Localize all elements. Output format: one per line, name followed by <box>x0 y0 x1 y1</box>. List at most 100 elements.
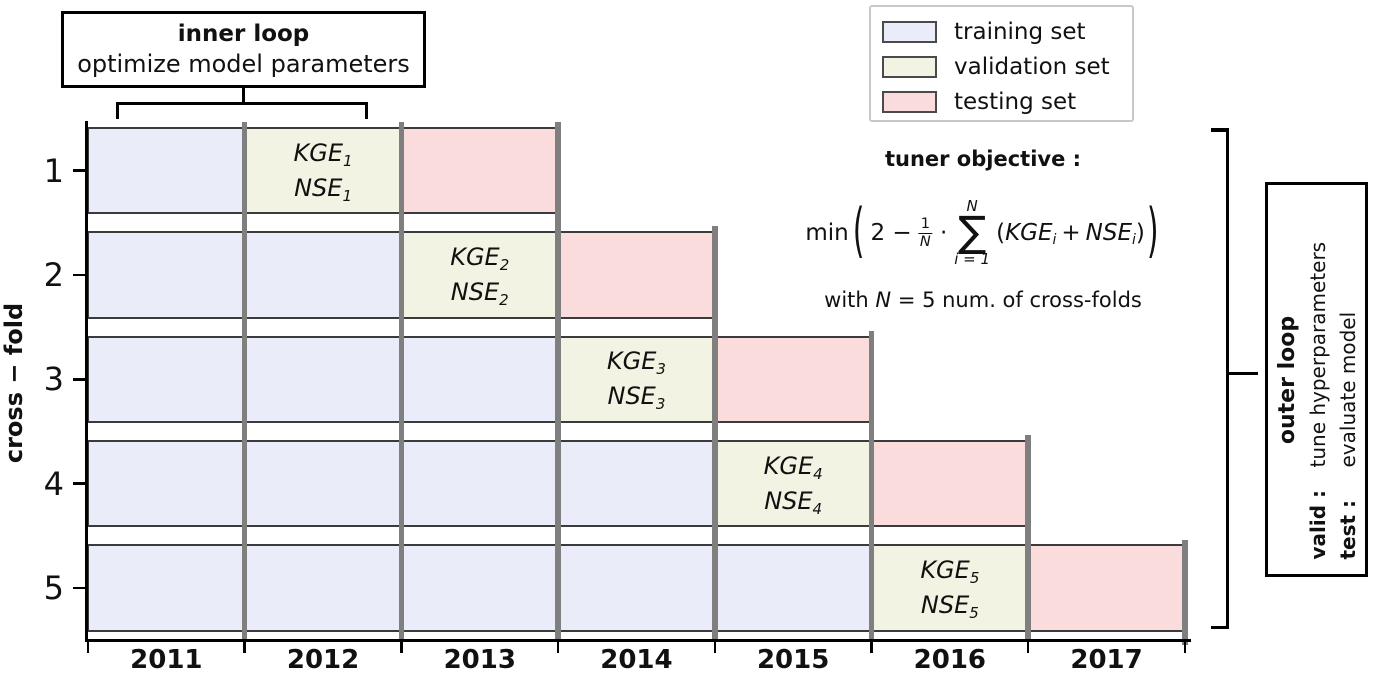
inner-loop-bracket-cap-right <box>364 102 368 119</box>
column-gridline-2012-2013 <box>398 122 405 641</box>
row-outline-fold-1 <box>86 126 560 215</box>
metric-subscript: 5 <box>969 569 980 588</box>
inner-loop-subtitle: optimize model parameters <box>77 50 410 78</box>
nse-label: NSE2 <box>450 277 509 309</box>
x-tick-3 <box>556 641 560 653</box>
legend-label: training set <box>954 18 1086 45</box>
validation-cell-fold-2 <box>401 232 559 318</box>
column-gridline-2013-2014 <box>555 122 561 641</box>
outer-loop-bracket-cap-top <box>1211 128 1229 132</box>
x-tick-0 <box>86 641 90 653</box>
legend-item: training set <box>871 14 1132 49</box>
x-tick-label-2017: 2017 <box>1070 645 1143 674</box>
kge-label: KGE5 <box>920 556 980 588</box>
column-gridline-2015-2016 <box>868 330 875 641</box>
x-tick-label-2016: 2016 <box>913 645 987 674</box>
row-outline-fold-3 <box>86 335 873 424</box>
formula-fraction-numerator: 1 <box>918 215 932 234</box>
nse-label: NSE1 <box>294 173 352 205</box>
validation-cell-fold-4 <box>714 441 872 527</box>
x-tick-5 <box>870 641 873 653</box>
metric-subscript: 2 <box>499 255 510 274</box>
metric-subscript: 3 <box>656 360 666 379</box>
kge-label: KGE4 <box>763 451 823 483</box>
formula-dot-operator: · <box>939 220 948 246</box>
training-cells-fold-3 <box>88 336 559 422</box>
column-gridline-2014-2015 <box>712 226 718 641</box>
legend-item: testing set <box>871 84 1132 119</box>
outer-loop-title: outer loop <box>1274 315 1299 444</box>
nse-label: NSE4 <box>764 486 823 518</box>
kge-label: KGE3 <box>606 347 666 379</box>
x-tick-6 <box>1026 641 1030 653</box>
x-axis-spine <box>84 639 1191 642</box>
testing-cell-fold-5 <box>1028 545 1185 631</box>
inner-loop-box: inner loop optimize model parameters <box>61 11 426 88</box>
validation-metrics-fold-2: KGE2 NSE2 <box>401 232 558 317</box>
x-tick-2 <box>400 641 403 653</box>
x-tick-label-2011: 2011 <box>130 645 203 674</box>
validation-cell-fold-3 <box>558 336 715 422</box>
x-tick-1 <box>243 641 246 653</box>
validation-cell-fold-5 <box>871 545 1029 631</box>
terms-kge-subscript: i <box>1052 232 1057 248</box>
row-outline-fold-5 <box>86 544 1187 632</box>
outer-loop-rotated-text: outer loop valid : tune hyperparameters t… <box>1270 188 1364 571</box>
testing-cell-fold-1 <box>401 128 559 213</box>
formula-terms: (KGEi + NSEi) <box>996 220 1145 248</box>
metric-subscript: 3 <box>655 395 666 414</box>
outer-loop-box: outer loop valid : tune hyperparameters t… <box>1265 182 1368 577</box>
x-tick-label-2012: 2012 <box>286 645 360 674</box>
y-tick-2 <box>73 273 86 277</box>
valid-text: tune hyperparameters <box>1305 241 1329 467</box>
y-tick-label-3: 3 <box>43 360 64 399</box>
validation-metrics-fold-4: KGE4 NSE4 <box>715 441 872 526</box>
tuner-objective-formula: min ( 2 − 1 N · N ∑ i = 1 (KGEi + NSEi) ) <box>805 199 1160 267</box>
outer-loop-bracket-cap-bottom <box>1211 625 1229 629</box>
legend-item: validation set <box>871 49 1132 84</box>
y-tick-label-5: 5 <box>43 569 64 608</box>
metric-subscript: 1 <box>343 151 353 170</box>
testing-cell-fold-2 <box>558 232 715 318</box>
terms-kge: KGE <box>1005 220 1053 246</box>
legend-label: validation set <box>954 53 1110 80</box>
validation-cell-fold-1 <box>244 128 402 213</box>
outer-loop-bracket-tick <box>1229 371 1258 375</box>
terms-close-paren: ) <box>1135 220 1145 246</box>
summation-lower-limit: i = 1 <box>954 250 991 268</box>
metric-subscript: 5 <box>969 604 979 623</box>
y-tick-1 <box>73 169 86 172</box>
column-gridline-2017-end <box>1182 539 1188 645</box>
formula-fraction-denominator: N <box>919 233 931 250</box>
x-tick-label-2015: 2015 <box>756 645 830 674</box>
metric-subscript: 4 <box>812 499 823 518</box>
kge-label: KGE2 <box>450 242 510 274</box>
metric-subscript: 1 <box>342 186 352 205</box>
training-cells-fold-5 <box>88 545 872 631</box>
summation-sigma-symbol: ∑ <box>958 207 987 256</box>
y-axis-title: cross − fold <box>0 302 28 464</box>
inner-loop-bracket-cap-left <box>116 102 120 119</box>
formula-min: min <box>805 220 849 246</box>
validation-swatch <box>882 55 937 78</box>
valid-label: valid : <box>1305 489 1329 559</box>
x-tick-7 <box>1183 641 1187 653</box>
outer-loop-bracket-bar <box>1225 128 1229 629</box>
x-tick-label-2014: 2014 <box>600 645 673 674</box>
outer-loop-valid-line: valid : tune hyperparameters <box>1302 188 1332 571</box>
column-gridline-2011-2012 <box>241 122 248 641</box>
metric-subscript: 2 <box>499 290 509 309</box>
terms-nse: NSE <box>1085 220 1133 246</box>
y-tick-label-2: 2 <box>43 255 64 294</box>
test-text: evaluate model <box>1335 311 1359 467</box>
formula-fraction: 1 N <box>918 215 932 250</box>
formula-summation: N ∑ i = 1 <box>954 199 990 267</box>
testing-swatch <box>882 90 937 113</box>
formula-open-paren: ( <box>852 197 865 267</box>
test-label: test : <box>1335 499 1359 559</box>
summation-upper-limit: N <box>966 197 978 215</box>
x-tick-label-2013: 2013 <box>443 645 516 674</box>
inner-loop-title: inner loop <box>177 21 310 47</box>
nse-label: NSE5 <box>920 591 979 623</box>
inner-loop-bracket-bar <box>116 102 368 106</box>
